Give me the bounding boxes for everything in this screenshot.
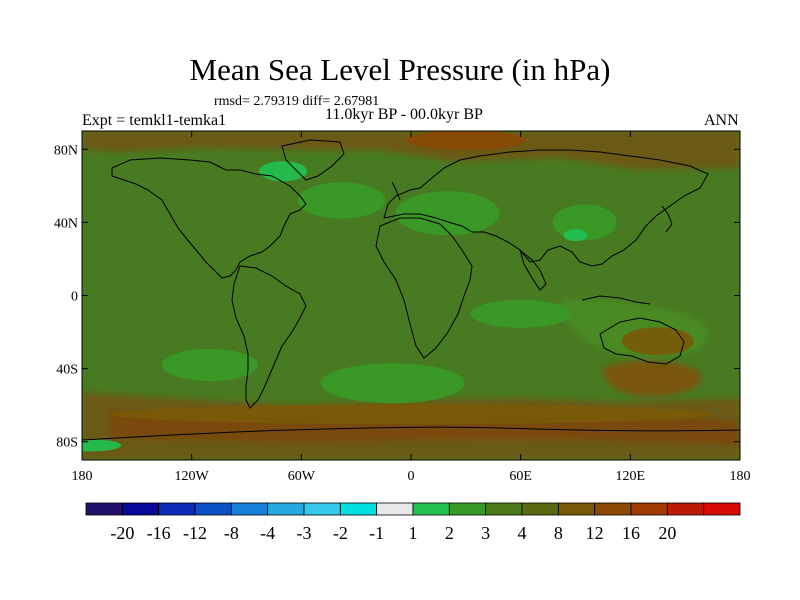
- colorbar-swatch: [267, 502, 305, 516]
- colorbar-swatch: [230, 502, 269, 516]
- region-tibet-peak: [563, 229, 588, 242]
- colorbar-swatch: [339, 502, 378, 516]
- colorbar-swatch: [557, 502, 596, 516]
- colorbar-label: 12: [586, 523, 604, 543]
- coastline-japan: [661, 205, 673, 233]
- regions-layer: [82, 131, 711, 452]
- colorbar-label: 1: [409, 523, 418, 543]
- colorbar-label: -2: [333, 523, 348, 543]
- region-southern-ocean-ring: [111, 404, 711, 425]
- colorbar-swatch: [703, 502, 741, 516]
- coastline-antarctica: [82, 426, 740, 441]
- colorbar-label: 20: [658, 523, 676, 543]
- colorbar-label: -8: [224, 523, 239, 543]
- coastline-indonesia: [581, 295, 651, 305]
- colorbar-swatch: [376, 502, 414, 516]
- region-europe-atlantic-high: [395, 191, 500, 236]
- plot-area: [82, 131, 740, 460]
- lon-tick-label: 120W: [175, 469, 210, 484]
- experiment-label: Expt = temkl1-temka1: [82, 112, 227, 129]
- lat-tick-label: 0: [71, 290, 78, 305]
- period-label: 11.0kyr BP - 00.0kyr BP: [325, 106, 483, 123]
- region-south-atlantic-high: [320, 363, 465, 404]
- stats-line: rmsd= 2.79319 diff= 2.67981: [214, 94, 380, 109]
- region-australia-high: [621, 327, 694, 356]
- lat-tick-label: 40N: [54, 216, 78, 231]
- colorbar-swatch: [412, 502, 450, 516]
- colorbar-label: 2: [445, 523, 454, 543]
- coastline-africa: [375, 217, 473, 359]
- colorbar-swatch: [630, 502, 668, 516]
- lon-tick-label: 0: [408, 469, 415, 484]
- lat-tick-label: 80S: [56, 436, 78, 451]
- colorbar-swatch: [121, 502, 160, 516]
- region-arctic-north-high: [405, 131, 526, 151]
- region-ross-sea-low: [82, 439, 122, 452]
- chart-title: Mean Sea Level Pressure (in hPa): [189, 52, 611, 87]
- lon-tick-label: 60W: [288, 469, 316, 484]
- coastline-uk: [391, 181, 401, 201]
- colorbar: -20 -16 -12 -8 -4 -3 -2 -1 1 2 3 4 8 12 16 20: [85, 502, 741, 543]
- region-hudson-bay-low: [259, 161, 308, 182]
- colorbar-label: -3: [297, 523, 312, 543]
- season-label: ANN: [704, 112, 739, 129]
- field-aus-south: [603, 360, 702, 397]
- colorbar-swatch: [666, 502, 705, 516]
- coastlines: [82, 139, 740, 441]
- colorbar-swatch: [303, 502, 341, 516]
- colorbar-label: -12: [183, 523, 207, 543]
- coastline-australia: [599, 317, 685, 365]
- colorbar-label: 4: [518, 523, 527, 543]
- colorbar-label: -1: [369, 523, 384, 543]
- lon-tick-label: 180: [72, 469, 93, 484]
- colorbar-label: 3: [481, 523, 490, 543]
- longitude-axis: 180 120W 60W 0 60E 120E 180: [72, 131, 751, 484]
- colorbar-swatch: [521, 502, 559, 516]
- colorbar-label: -4: [260, 523, 275, 543]
- colorbar-swatch: [158, 502, 196, 516]
- field-band-arctic: [82, 131, 740, 170]
- latitude-axis: 80N 40N 0 40S 80S: [54, 143, 740, 451]
- colorbar-swatch: [194, 502, 232, 516]
- colorbar-swatch: [594, 502, 632, 516]
- lon-tick-label: 180: [730, 469, 751, 484]
- colorbar-label: -20: [110, 523, 134, 543]
- coastline-greenland: [281, 139, 345, 181]
- coastline-south-america: [231, 265, 307, 409]
- lon-tick-label: 120E: [616, 469, 646, 484]
- colorbar-label: 8: [554, 523, 563, 543]
- region-south-pacific-high: [161, 348, 258, 381]
- coastline-north-america: [111, 157, 307, 279]
- lat-tick-label: 80N: [54, 143, 78, 158]
- colorbar-swatch: [85, 502, 123, 516]
- lon-tick-label: 60E: [509, 469, 532, 484]
- colorbar-swatch: [485, 502, 523, 516]
- colorbar-swatch: [448, 502, 487, 516]
- region-north-atlantic-high: [297, 182, 386, 219]
- colorbar-label: -16: [147, 523, 171, 543]
- lat-tick-label: 40S: [56, 363, 78, 378]
- coastline-india: [519, 248, 547, 291]
- region-indian-ocean-high: [470, 299, 571, 328]
- coastline-eurasia: [383, 149, 709, 267]
- colorbar-label: 16: [622, 523, 640, 543]
